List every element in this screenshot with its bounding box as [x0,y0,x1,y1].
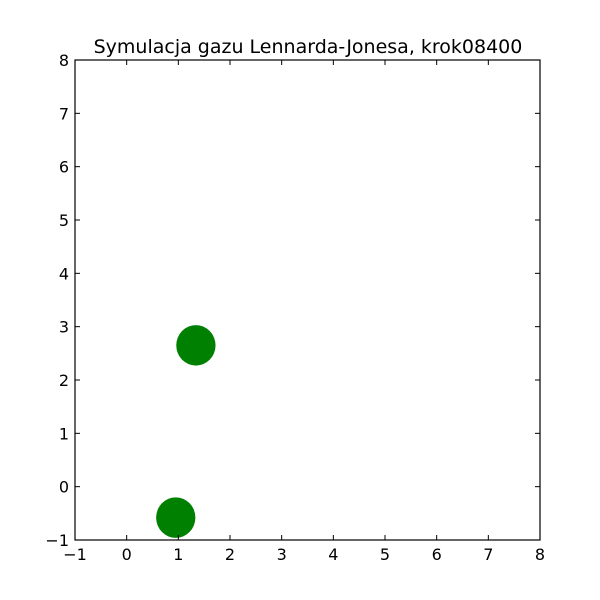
y-tick-label: 8 [59,51,69,70]
x-tick-label: 7 [483,545,493,564]
x-tick-label: 2 [225,545,235,564]
x-tick-label: 5 [380,545,390,564]
x-tick-label: 8 [535,545,545,564]
x-tick-label: 3 [277,545,287,564]
x-tick-label: 4 [328,545,338,564]
y-tick-label: 2 [59,371,69,390]
x-tick-label: −1 [63,545,87,564]
y-tick-label: 7 [59,104,69,123]
plot-frame [74,59,541,541]
y-tick-label: 0 [59,478,69,497]
y-tick-label: 3 [59,318,69,337]
particle-point-2 [156,497,196,538]
x-tick-label: 1 [173,545,183,564]
ticks-layer: −1 0 1 2 3 4 5 6 7 8 −1 0 1 2 3 4 5 6 7 8 [45,51,545,564]
y-tick-label: 6 [59,158,69,177]
particle-point-1 [176,325,216,366]
chart-title: Symulacja gazu Lennarda-Jonesa, krok0840… [94,36,523,58]
y-tick-label: −1 [45,531,69,550]
x-tick-label: 6 [432,545,442,564]
points-layer [156,325,216,538]
x-tick-label: 0 [122,545,132,564]
y-tick-label: 4 [59,264,69,283]
y-tick-label: 5 [59,211,69,230]
y-tick-label: 1 [59,424,69,443]
